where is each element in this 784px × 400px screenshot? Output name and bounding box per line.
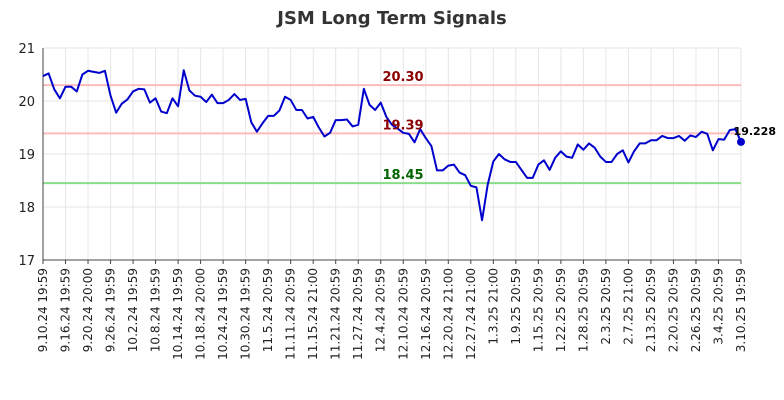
label-layer: 20.30 19.39 18.45 19.228 bbox=[382, 70, 776, 183]
x-tick-label: 12.4.24 20:59 bbox=[374, 268, 388, 352]
y-tick-label: 19 bbox=[18, 148, 35, 163]
x-tick-label: 1.3.25 21:00 bbox=[486, 268, 500, 345]
x-tick-label: 11.15.24 21:00 bbox=[306, 268, 320, 360]
x-tick-label: 12.10.24 20:59 bbox=[396, 268, 410, 360]
x-tick-label: 10.18.24 20:00 bbox=[194, 268, 208, 360]
chart-title: JSM Long Term Signals bbox=[277, 8, 507, 29]
x-tick-label: 10.30.24 19:59 bbox=[239, 268, 253, 360]
x-tick-label: 9.26.24 19:59 bbox=[104, 268, 118, 352]
x-tick-label: 9.16.24 19:59 bbox=[59, 268, 73, 352]
x-tick-label: 1.28.25 20:59 bbox=[576, 268, 590, 352]
x-tick-label: 10.14.24 19:59 bbox=[171, 268, 185, 360]
x-tick-label: 12.27.24 21:00 bbox=[464, 268, 478, 360]
y-tick-label: 21 bbox=[18, 42, 35, 57]
x-tick-label: 2.26.25 20:59 bbox=[689, 268, 703, 352]
signal-lines bbox=[43, 84, 741, 185]
x-tick-label: 1.9.25 20:59 bbox=[509, 268, 523, 345]
axes: 17 18 19 20 21 9.10.24 19:59 9.16.24 19:59 9.20… bbox=[18, 42, 748, 360]
last-value-label: 19.228 bbox=[734, 125, 776, 138]
x-tick-label: 1.15.25 20:59 bbox=[531, 268, 545, 352]
x-tick-label: 12.20.24 21:00 bbox=[441, 268, 455, 360]
x-tick-label: 2.13.25 20:59 bbox=[644, 268, 658, 352]
x-tick-label: 9.20.24 20:00 bbox=[81, 268, 95, 352]
x-tick-label: 11.11.24 20:59 bbox=[284, 268, 298, 360]
x-tick-label: 10.24.24 19:59 bbox=[216, 268, 230, 360]
y-tick-label: 17 bbox=[18, 254, 35, 269]
x-tick-label: 9.10.24 19:59 bbox=[36, 268, 50, 352]
price-series-line bbox=[42, 69, 742, 222]
x-tick-label: 2.3.25 20:59 bbox=[599, 268, 613, 345]
x-tick-label: 11.27.24 20:59 bbox=[351, 268, 365, 360]
signal-line-label: 20.30 bbox=[382, 70, 423, 85]
y-tick-label: 20 bbox=[18, 95, 35, 110]
grid-layer bbox=[42, 47, 742, 261]
series-layer bbox=[42, 69, 745, 222]
x-tick-label: 11.21.24 20:59 bbox=[329, 268, 343, 360]
signal-line-label: 19.39 bbox=[382, 118, 423, 133]
last-point-marker bbox=[737, 137, 745, 146]
x-tick-label: 2.7.25 21:00 bbox=[621, 268, 635, 345]
signal-line-label: 18.45 bbox=[382, 168, 423, 183]
x-tick-label: 12.16.24 20:59 bbox=[419, 268, 433, 360]
y-tick-label: 18 bbox=[18, 201, 35, 216]
x-tick-label: 3.10.25 19:59 bbox=[734, 268, 748, 352]
x-tick-label: 2.20.25 20:59 bbox=[666, 268, 680, 352]
x-tick-label: 3.4.25 20:59 bbox=[711, 268, 725, 345]
x-tick-label: 10.8.24 19:59 bbox=[149, 268, 163, 352]
x-tick-label: 11.5.24 20:59 bbox=[261, 268, 275, 352]
x-tick-label: 10.2.24 19:59 bbox=[126, 268, 140, 352]
x-tick-label: 1.22.25 20:59 bbox=[554, 268, 568, 352]
